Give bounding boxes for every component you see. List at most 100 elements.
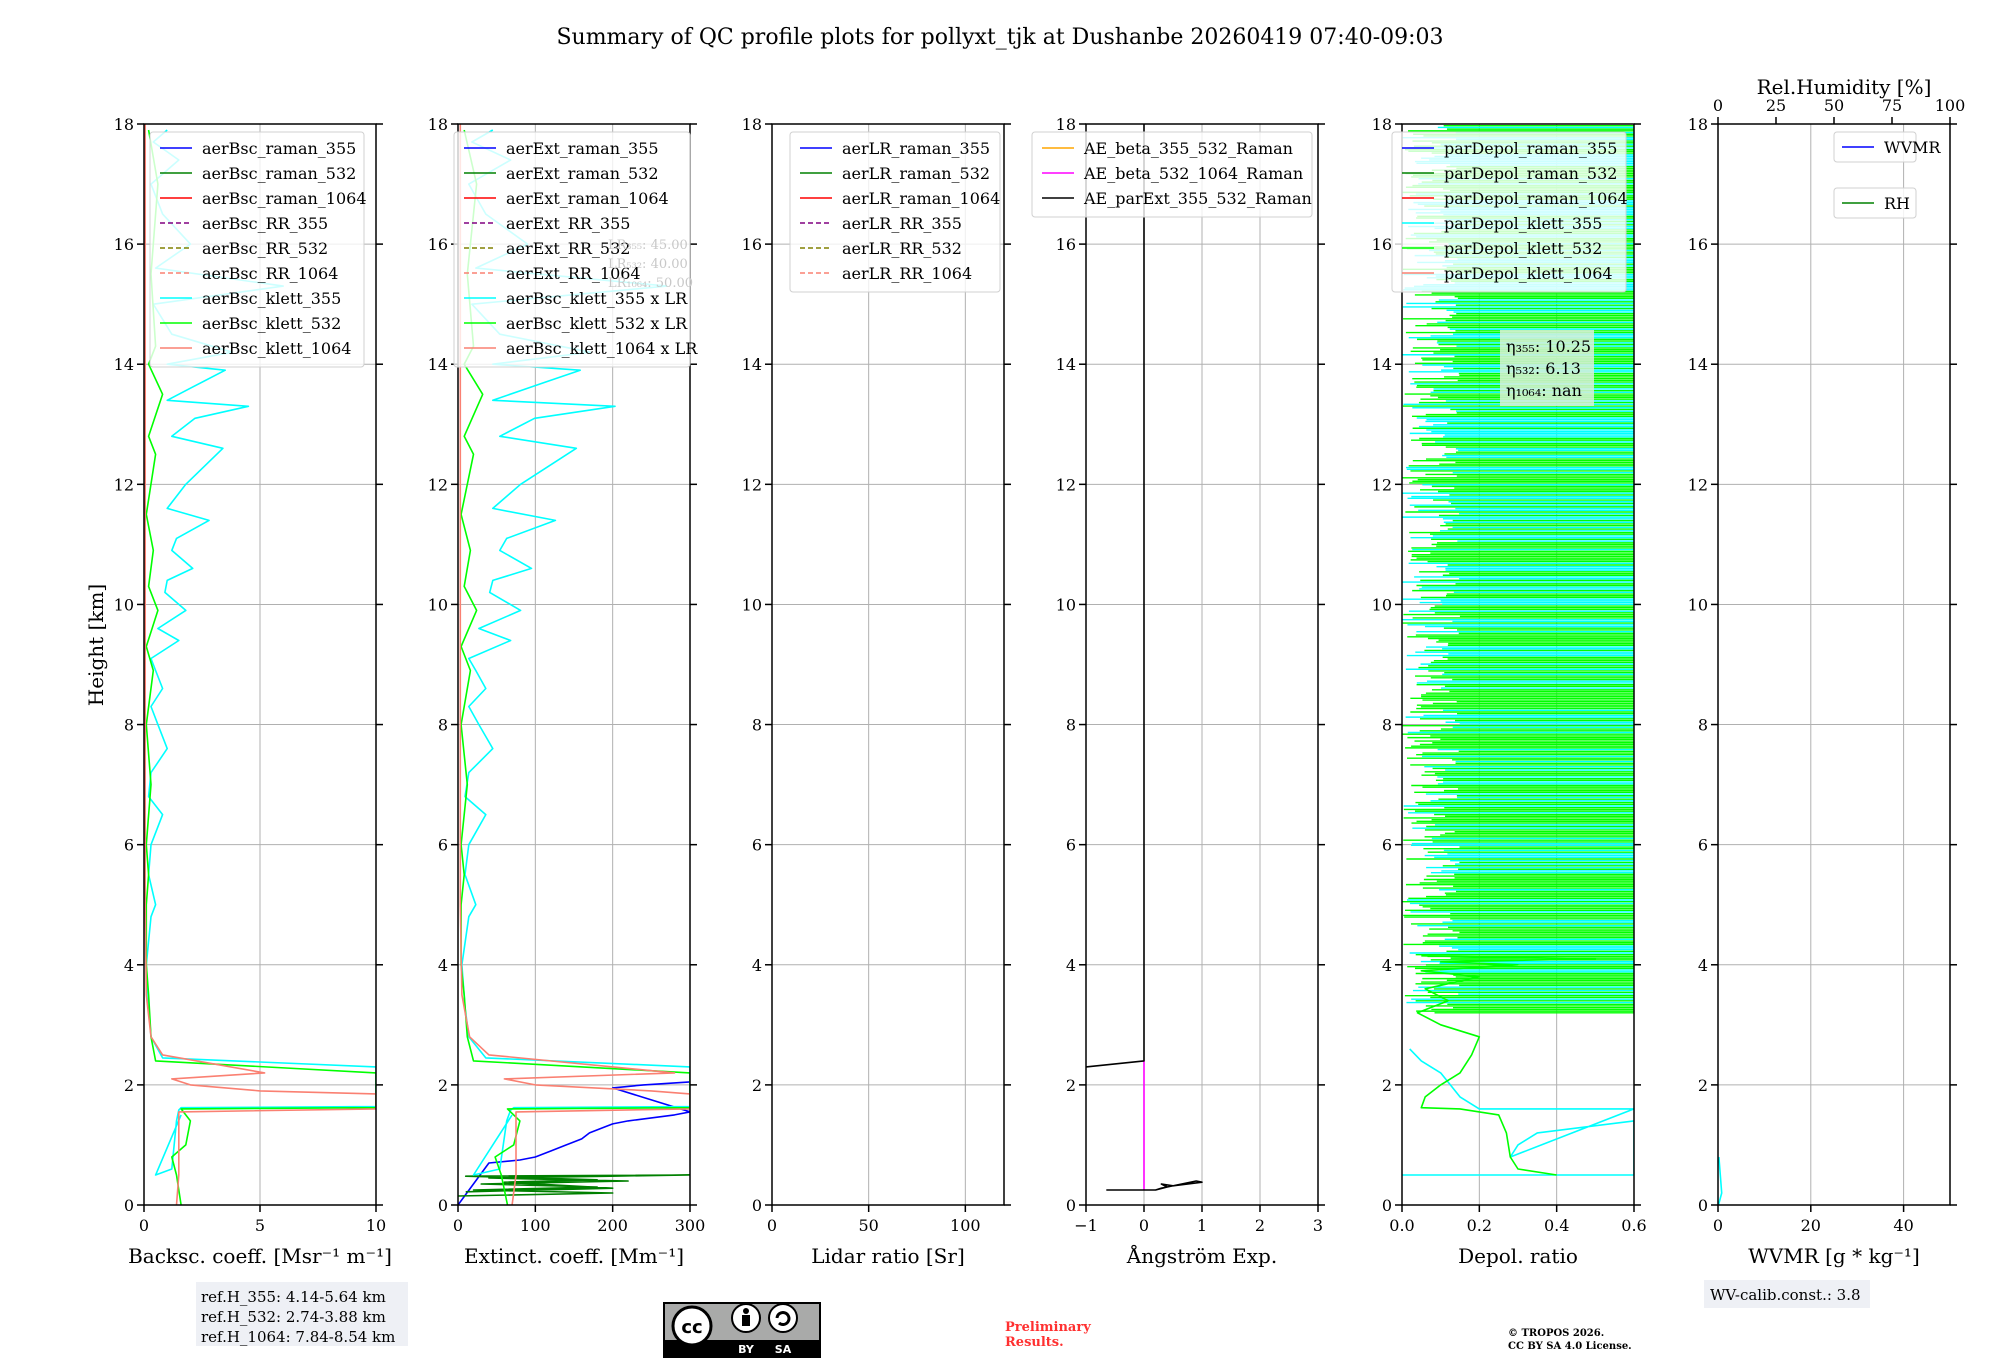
x-axis-label: Depol. ratio (1458, 1244, 1578, 1268)
legend-label: AE_parExt_355_532_Raman (1083, 189, 1312, 208)
legend-label: RH (1884, 194, 1910, 213)
cc-sa-label: SA (775, 1343, 792, 1356)
eta-value: η₅₃₂: 6.13 (1506, 359, 1581, 378)
y-tick-label: 12 (742, 475, 762, 494)
x-tick-label: 40 (1893, 1216, 1913, 1235)
legend-label: aerLR_raman_1064 (842, 189, 1000, 208)
y-tick-label: 0 (124, 1196, 134, 1215)
x-tick-label: 0 (453, 1216, 463, 1235)
legend-box (789, 131, 1001, 293)
y-tick-label: 8 (752, 716, 762, 735)
panel-lr: 0 2 4 6 8 10 12 14 16 18 0 50 100 Lidar ratio [Sr] aer… (742, 115, 1011, 1268)
y-tick-label: 2 (438, 1076, 448, 1095)
legend-label: aerExt_RR_532 (506, 239, 630, 258)
legend-box (1833, 187, 1917, 219)
top-x-tick-label: 100 (1935, 96, 1966, 115)
legend-label: parDepol_klett_1064 (1444, 264, 1613, 283)
panel-ext: 0 2 4 6 8 10 12 14 16 18 0 100 200 300 Extinct. coeff.… (428, 115, 706, 1268)
y-tick-label: 0 (1066, 1196, 1076, 1215)
ref-height-box: ref.H_355: 4.14-5.64 km ref.H_532: 2.74-… (196, 1282, 408, 1346)
x-tick-label: 2 (1255, 1216, 1265, 1235)
series-line-AE_parExt_355_532_Raman (1086, 124, 1145, 1068)
series-group (1402, 955, 1634, 1176)
figure-title: Summary of QC profile plots for pollyxt_… (556, 25, 1443, 50)
legend-bsc: aerBsc_raman_355 aerBsc_raman_532 aerBsc_r… (149, 131, 367, 368)
x-tick-label: 0.0 (1389, 1216, 1414, 1235)
legend-label: aerBsc_raman_355 (202, 139, 356, 158)
y-tick-label: 8 (1066, 716, 1076, 735)
y-tick-label: 8 (124, 716, 134, 735)
axes-frame (1717, 123, 1951, 1206)
x-tick-label: 0 (1713, 1216, 1723, 1235)
x-tick-label: 10 (366, 1216, 386, 1235)
x-tick-label: 5 (255, 1216, 265, 1235)
y-tick-label: 14 (114, 355, 134, 374)
legend-label: WVMR (1884, 138, 1941, 157)
lr-note: LR₅₃₂: 40.00 (608, 257, 688, 272)
wv-calib-box: WV-calib.const.: 3.8 (1704, 1280, 1870, 1308)
eta-bg (1500, 330, 1594, 406)
y-tick-label: 2 (752, 1076, 762, 1095)
cc-by-label: BY (738, 1343, 755, 1356)
legend-label: parDepol_klett_532 (1444, 239, 1602, 258)
series-group (1718, 1156, 1723, 1205)
ref-h-532: ref.H_532: 2.74-3.88 km (201, 1308, 386, 1326)
y-tick-label: 10 (742, 595, 762, 614)
legend-label: aerBsc_klett_355 x LR (506, 289, 688, 308)
y-tick-label: 2 (124, 1076, 134, 1095)
legend-box (453, 131, 691, 368)
legend-label: AE_beta_355_532_Raman (1083, 139, 1293, 158)
ref-h-1064: ref.H_1064: 7.84-8.54 km (201, 1328, 395, 1346)
legend-box (1391, 131, 1627, 293)
y-tick-label: 14 (1372, 355, 1392, 374)
x-tick-label: 0 (139, 1216, 149, 1235)
legend-label: parDepol_klett_355 (1444, 214, 1602, 233)
cc-icon (671, 1305, 713, 1347)
legend-label: aerBsc_raman_1064 (202, 189, 367, 208)
y-tick-label: 0 (1382, 1196, 1392, 1215)
y-tick-label: 8 (438, 716, 448, 735)
y-tick-label: 2 (1382, 1076, 1392, 1095)
y-tick-label: 4 (1382, 956, 1392, 975)
panel-bsc: 0 2 4 6 8 10 12 14 16 18 0 5 10 Backsc. coeff. [Msr⁻¹… (114, 115, 392, 1268)
x-tick-label: 100 (950, 1216, 981, 1235)
y-tick-label: 14 (428, 355, 448, 374)
series-line-aerBsc_klett_1064 x LR (459, 124, 690, 1205)
lr-note: LR₃₅₅: 45.00 (608, 238, 688, 253)
series-line-AE_parExt_355_532_Raman (1106, 1180, 1203, 1191)
x-tick-label: 1 (1197, 1216, 1207, 1235)
legend-label: aerExt_raman_355 (506, 139, 659, 158)
y-tick-label: 2 (1066, 1076, 1076, 1095)
legend-label: aerExt_raman_1064 (506, 189, 669, 208)
y-tick-label: 18 (742, 115, 762, 134)
y-tick-label: 6 (1698, 836, 1708, 855)
legend-label: aerBsc_klett_532 (202, 314, 341, 333)
top-x-tick-label: 25 (1766, 96, 1786, 115)
legend-label: aerBsc_RR_355 (202, 214, 328, 233)
y-tick-label: 0 (438, 1196, 448, 1215)
legend-label: parDepol_raman_1064 (1444, 189, 1628, 208)
legend-label: aerBsc_raman_532 (202, 164, 356, 183)
y-tick-label: 18 (1056, 115, 1076, 134)
legend-wv-1: RH (1833, 187, 1917, 219)
legend-box (149, 131, 365, 368)
ref-h-355: ref.H_355: 4.14-5.64 km (201, 1288, 386, 1306)
y-tick-label: 10 (1056, 595, 1076, 614)
legend-label: aerBsc_klett_1064 (202, 339, 351, 358)
legend-label: aerBsc_klett_355 (202, 289, 341, 308)
legend-ext: aerExt_raman_355 aerExt_raman_532 aerExt_r… (453, 131, 698, 368)
y-tick-label: 0 (752, 1196, 762, 1215)
x-axis-label: WVMR [g * kg⁻¹] (1748, 1244, 1920, 1268)
y-tick-label: 18 (1372, 115, 1392, 134)
y-tick-label: 4 (752, 956, 762, 975)
y-tick-label: 8 (1698, 716, 1708, 735)
legend-lr: aerLR_raman_355 aerLR_raman_532 aerLR_rama… (789, 131, 1001, 293)
y-tick-label: 6 (438, 836, 448, 855)
copyright-line-1: © TROPOS 2026. (1508, 1328, 1604, 1339)
y-tick-label: 14 (1056, 355, 1076, 374)
y-tick-label: 0 (1698, 1196, 1708, 1215)
x-tick-label: 0 (1139, 1216, 1149, 1235)
series-line-aerBsc_klett_532 x LR (460, 129, 690, 1205)
